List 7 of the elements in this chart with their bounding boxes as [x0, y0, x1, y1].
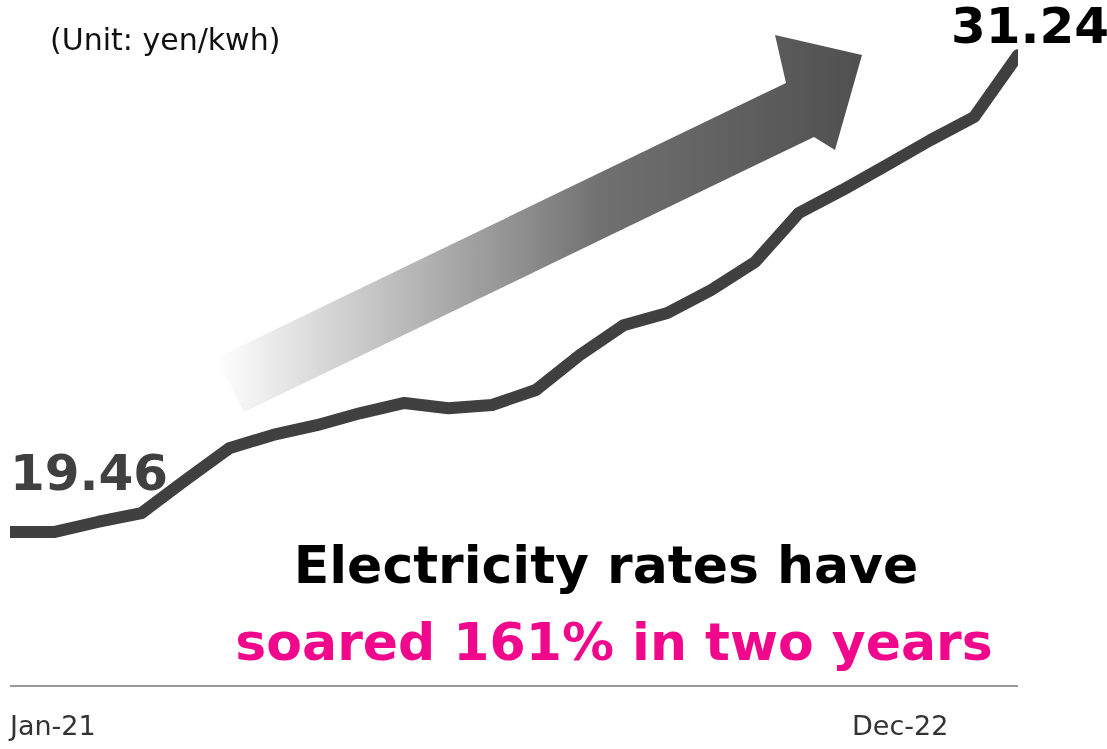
text: Dec-22: [852, 710, 949, 741]
annotation: Electricity rates have: [293, 535, 919, 595]
text: Jan-21: [10, 710, 96, 741]
annotation: soared 161% in two years: [235, 612, 993, 672]
data-label: 19.46: [10, 444, 169, 503]
annotation: (Unit: yen/kwh): [50, 22, 281, 57]
data-label: 31.24: [950, 0, 1107, 56]
